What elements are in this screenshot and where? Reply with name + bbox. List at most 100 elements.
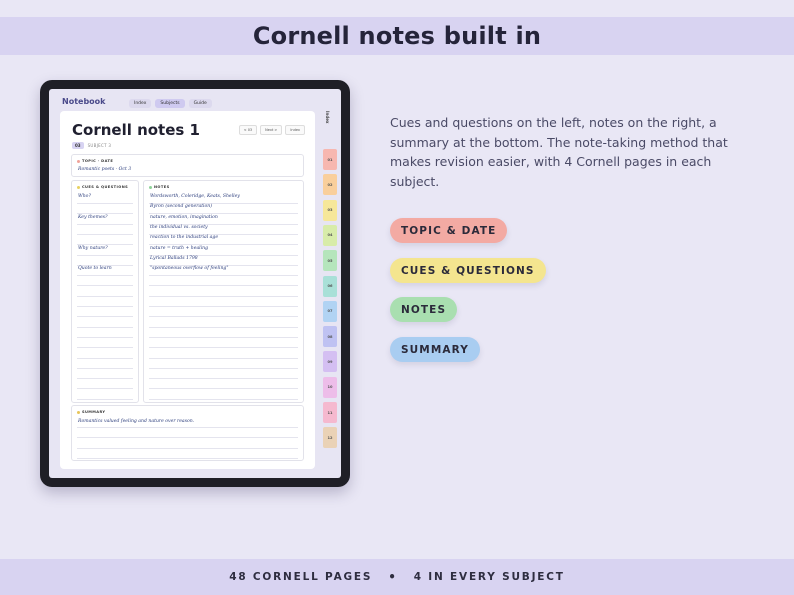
ruled-line	[77, 367, 133, 369]
side-tab-06[interactable]: 06	[323, 275, 337, 297]
cues-label-text: CUES & QUESTIONS	[82, 185, 129, 189]
ruled-line	[77, 223, 133, 225]
summary-marker-icon	[77, 410, 80, 414]
side-tab-02[interactable]: 02	[323, 174, 337, 196]
tablet-mockup: Notebook Index Subjects Guide Cornell no…	[40, 80, 350, 487]
note-line: Byron (second generation)	[150, 204, 213, 210]
ruled-line	[149, 264, 298, 266]
legend-notes: NOTES	[390, 297, 458, 322]
subject-label: SUBJECT 3	[87, 143, 112, 148]
cues-marker-icon	[77, 185, 80, 189]
side-tab-08[interactable]: 08	[323, 326, 337, 348]
page-nav-buttons: < 03 Next > Index	[238, 125, 305, 135]
ruled-line	[77, 213, 133, 214]
notes-label-text: NOTES	[154, 185, 170, 189]
summary-text: Romantics valued feeling and nature over…	[78, 419, 195, 424]
legend-cues-questions-label: CUES & QUESTIONS	[401, 264, 535, 277]
ruled-line	[77, 254, 133, 256]
topic-marker-icon	[77, 159, 80, 163]
ruled-line	[149, 316, 298, 317]
legend-topic-date-label: TOPIC & DATE	[401, 224, 497, 237]
ruled-line	[77, 306, 133, 307]
notes-marker-icon	[149, 185, 152, 189]
side-tab-09[interactable]: 09	[323, 351, 337, 373]
cue-item: Who?	[78, 194, 91, 199]
ruled-line	[149, 275, 298, 276]
index-button[interactable]: Index	[285, 125, 305, 135]
ruled-line	[77, 447, 298, 449]
legend-topic-date: TOPIC & DATE	[390, 218, 508, 243]
side-tab-05[interactable]: 05	[323, 250, 337, 272]
topic-text: Romantic poets · Oct 3	[78, 167, 132, 172]
side-tab-12[interactable]: 12	[323, 427, 337, 449]
cornell-page: Cornell notes 1 03 SUBJECT 3 < 03 Next >…	[60, 111, 315, 469]
ruled-line	[77, 457, 298, 459]
ruled-line	[149, 336, 298, 338]
note-line: Wordsworth, Coleridge, Keats, Shelley	[150, 194, 240, 199]
cue-item: Key themes?	[78, 214, 108, 220]
ruled-line	[77, 347, 133, 348]
tablet-screen: Notebook Index Subjects Guide Cornell no…	[49, 89, 341, 478]
ruled-line	[149, 347, 298, 348]
cue-item: Why nature?	[78, 245, 108, 251]
ruled-line	[77, 336, 133, 338]
topic-label: TOPIC · DATE	[77, 159, 113, 163]
page-title: Cornell notes built in	[252, 22, 542, 50]
ruled-line	[149, 223, 298, 225]
summary-box[interactable]: SUMMARY Romantics valued feeling and nat…	[71, 405, 304, 461]
ruled-line	[77, 398, 133, 400]
side-tab-03[interactable]: 03	[323, 199, 337, 221]
side-tab-01[interactable]: 01	[323, 149, 337, 170]
note-line: nature, emotion, imagination	[150, 214, 218, 220]
summary-label: SUMMARY	[77, 410, 105, 414]
cues-box[interactable]: CUES & QUESTIONS Who? Key themes? Why natu…	[71, 180, 139, 403]
legend-notes-label: NOTES	[401, 303, 447, 316]
footer-left-text: 48 CORNELL PAGES	[229, 571, 373, 583]
notes-label: NOTES	[149, 185, 170, 189]
ruled-line	[149, 326, 298, 328]
ruled-line	[149, 213, 298, 214]
cornell-page-title: Cornell notes 1	[72, 121, 200, 139]
index-side-label[interactable]: Index	[325, 111, 330, 124]
ruled-line	[149, 367, 298, 369]
note-line: the individual vs. society	[150, 224, 208, 230]
tab-guide[interactable]: Guide	[188, 99, 212, 108]
next-button[interactable]: Next >	[260, 125, 283, 135]
cue-item: Quote to learn	[78, 266, 112, 272]
ruled-line	[149, 233, 298, 235]
note-line: Lyrical Ballads 1798	[150, 255, 198, 261]
ruled-line	[149, 388, 298, 389]
ruled-line	[77, 378, 133, 379]
tab-subjects[interactable]: Subjects	[155, 99, 185, 108]
subject-side-tabs: Index 01 02 03 04 05 06 07 08 09 10 11 12	[323, 111, 339, 471]
side-tab-11[interactable]: 11	[323, 402, 337, 423]
footer-separator: •	[388, 570, 398, 584]
ruled-line	[149, 306, 298, 307]
ruled-line	[77, 233, 133, 235]
cues-label: CUES & QUESTIONS	[77, 185, 128, 189]
tab-index[interactable]: Index	[129, 99, 152, 108]
ruled-line	[149, 398, 298, 400]
ruled-line	[149, 378, 298, 379]
ruled-line	[77, 427, 298, 428]
notes-box[interactable]: NOTES Wordsworth, Coleridge, Keats, Shel…	[143, 180, 304, 403]
nav-tabs: Index Subjects Guide	[129, 99, 212, 108]
prev-subject-button[interactable]: < 03	[238, 125, 258, 135]
legend-summary-label: SUMMARY	[401, 343, 469, 356]
app-title: Notebook	[62, 97, 106, 106]
footer-right-text: 4 IN EVERY SUBJECT	[413, 571, 565, 583]
topic-box[interactable]: TOPIC · DATE Romantic poets · Oct 3	[71, 154, 304, 177]
note-line: reaction to the industrial age	[150, 235, 219, 241]
footer-band: 48 CORNELL PAGES • 4 IN EVERY SUBJECT	[0, 559, 794, 595]
side-tab-04[interactable]: 04	[323, 224, 337, 246]
topic-label-text: TOPIC · DATE	[82, 159, 114, 163]
side-tab-07[interactable]: 07	[323, 300, 337, 322]
ruled-line	[149, 285, 298, 286]
ruled-line	[77, 264, 133, 266]
side-tab-10[interactable]: 10	[323, 376, 337, 398]
subject-info: 03 SUBJECT 3	[72, 142, 111, 149]
description-text: Cues and questions on the left, notes on…	[390, 115, 728, 189]
ruled-line	[77, 326, 133, 328]
ruled-line	[149, 357, 298, 359]
legend-cues-questions: CUES & QUESTIONS	[390, 258, 546, 283]
